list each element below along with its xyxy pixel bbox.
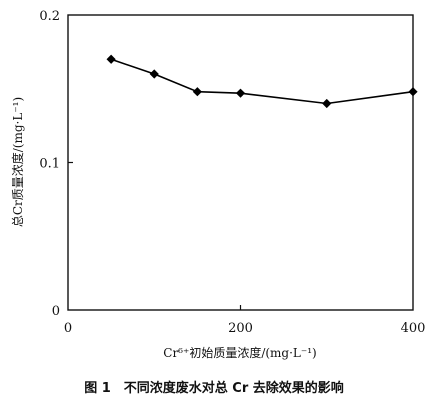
chart-axes	[67, 14, 414, 311]
data-point	[149, 69, 159, 79]
y-tick-label: 0	[52, 304, 60, 319]
figure-caption: 图 1 不同浓度废水对总 Cr 去除效果的影响	[84, 380, 344, 396]
y-tick-label: 0.2	[39, 9, 60, 24]
x-tick-label: 200	[228, 321, 253, 336]
x-tick-label: 0	[64, 321, 72, 336]
data-point	[322, 98, 332, 109]
x-axis-label: Cr⁶⁺初始质量浓度/(mg·L⁻¹)	[163, 345, 316, 360]
series-line	[110, 58, 414, 105]
data-point	[192, 87, 202, 97]
chart-series	[106, 54, 418, 109]
data-point	[235, 88, 246, 98]
chart-ticks: 0 0.1 0.2 0 200 400	[39, 9, 425, 336]
data-point	[106, 54, 116, 64]
data-point	[408, 87, 418, 97]
plot-frame	[67, 14, 414, 311]
x-tick-label: 400	[401, 321, 426, 336]
y-tick-label: 0.1	[39, 157, 60, 172]
y-axis-label: 总Cr质量浓度/(mg·L⁻¹)	[10, 97, 25, 227]
